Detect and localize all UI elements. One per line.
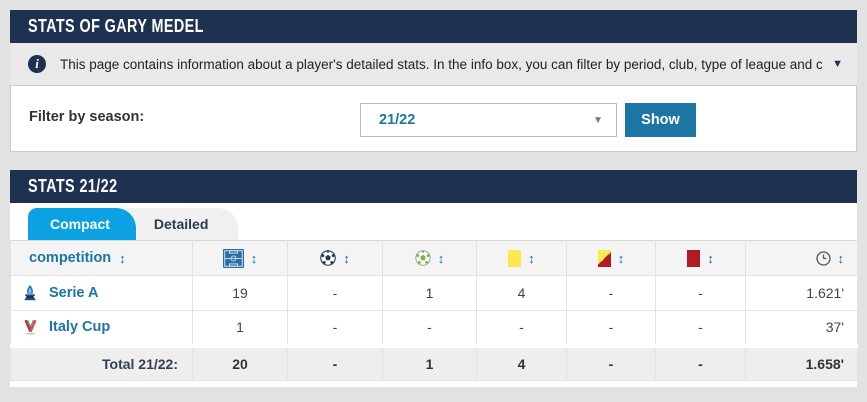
total-matches-cell: 20 xyxy=(192,343,288,381)
sort-icon[interactable]: ↕ xyxy=(119,250,126,266)
matches-cell[interactable]: 1 xyxy=(192,310,288,346)
stats-table-section: STATS 21/22 Compact Detailed competition… xyxy=(10,170,858,387)
sort-icon[interactable]: ↕ xyxy=(343,250,350,266)
stats-table: competition ↕ xyxy=(10,240,858,381)
section-header: STATS 21/22 xyxy=(10,170,857,203)
total-goals-cell: - xyxy=(287,343,383,381)
sort-icon[interactable]: ↕ xyxy=(837,250,845,266)
yellow-card-icon xyxy=(508,249,522,267)
serie-a-logo xyxy=(24,284,36,300)
total-minutes-cell: 1.658' xyxy=(745,343,858,381)
assists-cell: - xyxy=(382,310,477,346)
goals-column-header[interactable]: ↕ xyxy=(287,240,383,276)
season-select-value: 21/22 xyxy=(379,112,416,128)
page-title: STATS OF GARY MEDEL xyxy=(28,16,204,36)
red-cards-column-header[interactable]: ↕ xyxy=(655,240,746,276)
tab-detailed-label: Detailed xyxy=(153,216,209,232)
view-tabs: Compact Detailed xyxy=(10,203,857,240)
competition-link[interactable]: Serie A xyxy=(49,285,99,301)
tab-compact[interactable]: Compact xyxy=(28,208,136,240)
clock-icon xyxy=(815,250,831,266)
table-row: Italy Cup 1 - - - - - 37' xyxy=(10,310,858,346)
yellow-cards-cell: 4 xyxy=(476,275,567,311)
matches-cell[interactable]: 19 xyxy=(192,275,288,311)
show-button[interactable]: Show xyxy=(625,103,696,137)
assists-cell: 1 xyxy=(382,275,477,311)
yellow-red-card-icon xyxy=(597,249,611,267)
total-red-cards-cell: - xyxy=(655,343,746,381)
sort-icon[interactable]: ↕ xyxy=(250,250,258,266)
competition-column-header[interactable]: competition ↕ xyxy=(10,240,193,276)
yellow-red-cards-column-header[interactable]: ↕ xyxy=(566,240,656,276)
minutes-cell: 37' xyxy=(745,310,858,346)
chevron-down-icon: ▼ xyxy=(593,114,603,126)
red-cards-cell: - xyxy=(655,310,746,346)
info-banner: i This page contains information about a… xyxy=(10,43,857,85)
sort-icon[interactable]: ↕ xyxy=(707,250,714,266)
chevron-down-icon[interactable]: ▼ xyxy=(832,58,843,70)
tab-compact-label: Compact xyxy=(50,216,110,232)
assists-ball-icon xyxy=(415,250,431,266)
assists-column-header[interactable]: ↕ xyxy=(382,240,477,276)
section-header: STATS OF GARY MEDEL xyxy=(10,10,857,43)
total-row: Total 21/22: 20 - 1 4 - - 1.658' xyxy=(10,343,858,381)
yellow-red-cards-cell: - xyxy=(566,275,656,311)
competition-header-label: competition xyxy=(29,250,112,266)
season-select[interactable]: 21/22 ▼ xyxy=(360,103,617,137)
red-cards-cell: - xyxy=(655,275,746,311)
sort-icon[interactable]: ↕ xyxy=(528,250,535,266)
total-label: Total 21/22: xyxy=(10,343,193,381)
total-yellow-cards-cell: 4 xyxy=(476,343,567,381)
sort-icon[interactable]: ↕ xyxy=(617,250,625,266)
minutes-column-header[interactable]: ↕ xyxy=(745,240,858,276)
table-header-row: competition ↕ xyxy=(10,240,858,276)
pitch-icon xyxy=(222,248,244,268)
player-stats-section: STATS OF GARY MEDEL i This page contains… xyxy=(10,10,857,152)
yellow-red-cards-cell: - xyxy=(566,310,656,346)
tab-detailed[interactable]: Detailed xyxy=(119,208,239,240)
yellow-cards-column-header[interactable]: ↕ xyxy=(476,240,567,276)
info-text: This page contains information about a p… xyxy=(60,56,823,72)
matches-column-header[interactable]: ↕ xyxy=(192,240,288,276)
info-icon: i xyxy=(28,55,46,73)
red-card-icon xyxy=(687,249,701,267)
stats-season-title: STATS 21/22 xyxy=(28,176,118,196)
minutes-cell: 1.621' xyxy=(745,275,858,311)
goals-cell: - xyxy=(287,310,383,346)
total-assists-cell: 1 xyxy=(382,343,477,381)
sort-icon[interactable]: ↕ xyxy=(437,250,445,266)
goals-cell: - xyxy=(287,275,383,311)
filter-by-season-label: Filter by season: xyxy=(29,109,145,125)
competition-link[interactable]: Italy Cup xyxy=(49,319,111,336)
total-yellow-red-cards-cell: - xyxy=(566,343,656,381)
italy-cup-logo xyxy=(23,319,37,335)
goals-ball-icon xyxy=(320,250,336,266)
table-row: Serie A 19 - 1 4 - - 1.621' xyxy=(10,275,858,311)
yellow-cards-cell: - xyxy=(476,310,567,346)
season-filter-panel: Filter by season: 21/22 ▼ Show xyxy=(10,85,857,152)
stats-content: Compact Detailed competition ↕ xyxy=(10,203,858,387)
